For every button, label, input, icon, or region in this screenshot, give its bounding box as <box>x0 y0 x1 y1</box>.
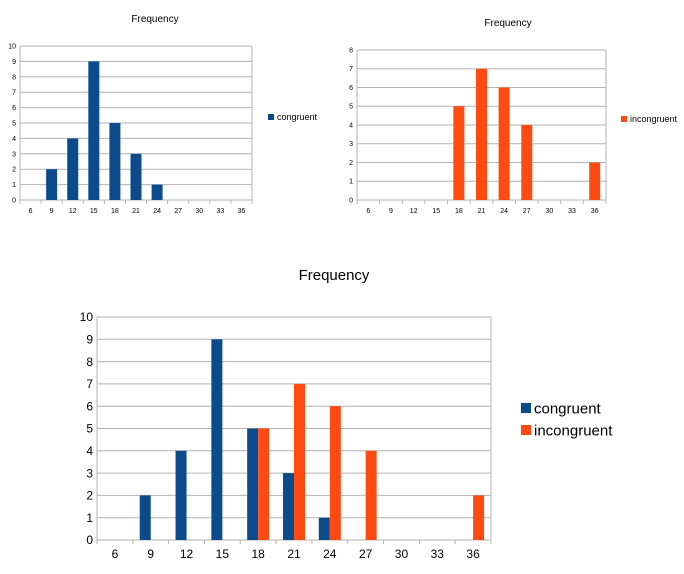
chart1-y-tick-label: 9 <box>12 59 16 66</box>
chart3-x-tick-label: 21 <box>287 547 301 561</box>
chart1-x-tick-label: 18 <box>111 208 119 215</box>
chart1-y-tick-label: 0 <box>12 197 16 204</box>
chart2-bar-incongruent-36 <box>589 162 601 200</box>
chart2-bar-incongruent-21 <box>476 68 487 200</box>
chart3-y-tick-label: 8 <box>86 355 93 369</box>
chart1-y-tick-label: 6 <box>12 105 16 112</box>
chart2-bar-incongruent-27 <box>521 125 533 200</box>
chart3-y-tick-label: 9 <box>86 333 93 347</box>
chart2-x-tick-label: 36 <box>591 208 599 215</box>
chart3-x-tick-label: 24 <box>323 547 337 561</box>
chart2-legend-swatch-incongruent <box>621 116 627 122</box>
chart2-x-tick-label: 33 <box>568 208 576 215</box>
chart2-x-tick-label: 12 <box>410 208 418 215</box>
chart3-legend-swatch-congruent <box>521 403 531 413</box>
chart2-y-tick-label: 0 <box>349 197 353 204</box>
chart3-legend-label-incongruent: incongruent <box>534 422 613 439</box>
chart3-bar-congruent-24 <box>318 517 330 540</box>
chart1-legend-swatch-congruent <box>268 114 274 120</box>
chart3-x-tick-label: 30 <box>395 547 409 561</box>
chart1-x-tick-label: 24 <box>153 208 161 215</box>
chart1-y-tick-label: 2 <box>12 167 16 174</box>
chart1-bar-congruent-24 <box>151 184 163 200</box>
chart3-x-tick-label: 6 <box>112 547 119 561</box>
chart1-x-tick-label: 36 <box>238 208 246 215</box>
chart1-bar-congruent-12 <box>67 138 79 200</box>
chart3-x-tick-label: 36 <box>466 547 480 561</box>
chart1-bar-congruent-9 <box>46 169 58 200</box>
chart2-y-tick-label: 8 <box>349 47 353 54</box>
chart2-x-tick-label: 27 <box>523 208 531 215</box>
chart1-y-tick-label: 3 <box>12 151 16 158</box>
chart3-bar-incongruent-24 <box>329 406 341 540</box>
chart3-bar-congruent-18 <box>247 428 259 540</box>
chart1-x-tick-label: 21 <box>132 208 140 215</box>
chart1-legend-label-congruent: congruent <box>277 112 318 122</box>
chart3-x-tick-label: 15 <box>216 547 230 561</box>
chart1-x-tick-label: 15 <box>90 208 98 215</box>
chart3-bar-incongruent-21 <box>294 383 305 540</box>
chart3-x-tick-label: 33 <box>431 547 445 561</box>
chart1-y-tick-label: 1 <box>12 182 16 189</box>
chart3-bar-incongruent-27 <box>365 450 377 540</box>
chart1-x-tick-label: 12 <box>69 208 77 215</box>
chart2-x-tick-label: 9 <box>389 208 393 215</box>
chart3-x-tick-label: 18 <box>252 547 266 561</box>
chart3-x-tick-label: 27 <box>359 547 373 561</box>
chart3-legend-label-congruent: congruent <box>534 400 602 417</box>
chart3-y-tick-label: 6 <box>86 399 93 413</box>
chart1-x-tick-label: 9 <box>50 208 54 215</box>
chart1-y-tick-label: 4 <box>12 136 16 143</box>
chart3-y-tick-label: 2 <box>86 489 93 503</box>
chart3-x-tick-label: 12 <box>180 547 194 561</box>
chart3-y-tick-label: 4 <box>86 444 93 458</box>
chart1-x-tick-label: 30 <box>195 208 203 215</box>
chart3-title: Frequency <box>299 267 370 284</box>
chart1-bar-congruent-15 <box>88 61 100 201</box>
chart3-x-tick-label: 9 <box>147 547 154 561</box>
chart2-y-tick-label: 1 <box>349 179 353 186</box>
chart1-y-tick-label: 8 <box>12 74 16 81</box>
chart3-legend-swatch-incongruent <box>521 425 531 435</box>
chart2-bar-incongruent-18 <box>453 106 465 200</box>
chart3-bar-congruent-21 <box>283 473 294 540</box>
chart2-x-tick-label: 24 <box>500 208 508 215</box>
chart3-y-tick-label: 1 <box>86 511 93 525</box>
chart2-legend-label-incongruent: incongruent <box>630 114 678 124</box>
chart3-y-tick-label: 3 <box>86 466 93 480</box>
chart2-x-tick-label: 21 <box>478 208 486 215</box>
chart2-y-tick-label: 5 <box>349 104 353 111</box>
chart3-y-tick-label: 10 <box>80 310 94 324</box>
chart1-y-tick-label: 7 <box>12 90 16 97</box>
chart2-x-tick-label: 6 <box>366 208 370 215</box>
chart2-y-tick-label: 6 <box>349 85 353 92</box>
chart1-x-tick-label: 6 <box>29 208 33 215</box>
chart2-x-tick-label: 15 <box>432 208 440 215</box>
chart2-x-tick-label: 18 <box>455 208 463 215</box>
chart3-y-tick-label: 5 <box>86 422 93 436</box>
chart2-y-tick-label: 4 <box>349 122 353 129</box>
chart2-y-tick-label: 7 <box>349 66 353 73</box>
chart1-x-tick-label: 27 <box>174 208 182 215</box>
chart3-bar-congruent-9 <box>139 495 151 540</box>
chart3-y-tick-label: 7 <box>86 377 93 391</box>
chart3-y-tick-label: 0 <box>86 533 93 547</box>
chart3-bar-congruent-15 <box>211 339 223 540</box>
chart1-x-tick-label: 33 <box>216 208 224 215</box>
chart1-bar-congruent-21 <box>130 153 142 200</box>
chart2-bar-incongruent-24 <box>498 87 510 200</box>
chart1-title: Frequency <box>131 14 178 25</box>
chart1-y-tick-label: 5 <box>12 120 16 127</box>
chart2-y-tick-label: 2 <box>349 160 353 167</box>
chart1-y-tick-label: 10 <box>8 43 16 50</box>
chart2-y-tick-label: 3 <box>349 141 353 148</box>
chart3-bar-incongruent-18 <box>258 428 270 540</box>
chart3-bar-congruent-12 <box>175 450 187 540</box>
chart3-bar-incongruent-36 <box>473 495 485 540</box>
chart2-x-tick-label: 30 <box>546 208 554 215</box>
chart2-title: Frequency <box>484 18 531 29</box>
chart1-bar-congruent-18 <box>109 123 121 200</box>
